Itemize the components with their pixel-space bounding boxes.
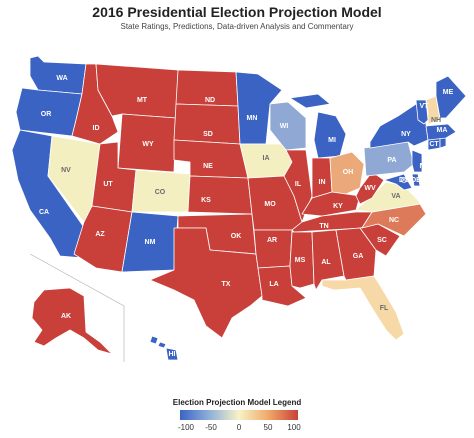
- state-de[interactable]: [411, 173, 421, 187]
- label-tn: TN: [319, 223, 328, 230]
- state-mn[interactable]: [235, 71, 283, 145]
- label-al: AL: [321, 259, 331, 266]
- legend-tick: 0: [236, 423, 242, 432]
- label-wa: WA: [56, 75, 67, 82]
- label-nm: NM: [145, 239, 156, 246]
- label-mn: MN: [247, 115, 258, 122]
- label-dc: DC: [399, 177, 409, 184]
- label-oh: OH: [343, 169, 354, 176]
- state-nh[interactable]: [425, 95, 441, 125]
- label-nc: NC: [389, 217, 399, 224]
- label-ak: AK: [61, 313, 71, 320]
- state-ri[interactable]: [439, 137, 447, 149]
- label-ut: UT: [103, 181, 113, 188]
- legend-ticks: -100 -50 0 50 100: [0, 423, 474, 435]
- legend-tick: -100: [177, 423, 195, 432]
- label-ne: NE: [203, 163, 213, 170]
- label-ms: MS: [295, 257, 306, 264]
- label-pa: PA: [387, 157, 396, 164]
- label-la: LA: [269, 281, 278, 288]
- state-hi[interactable]: [149, 335, 179, 361]
- label-vt: VT: [420, 103, 430, 110]
- label-co: CO: [155, 189, 166, 196]
- label-sd: SD: [203, 131, 213, 138]
- state-me[interactable]: [435, 75, 467, 119]
- label-mi: MI: [328, 137, 336, 144]
- legend-tick: 50: [263, 423, 273, 432]
- label-il: IL: [295, 181, 302, 188]
- state-nj[interactable]: [411, 149, 423, 173]
- state-wy[interactable]: [117, 113, 177, 173]
- map-subtitle: State Ratings, Predictions, Data-driven …: [120, 22, 354, 31]
- label-de: DE: [411, 177, 421, 184]
- state-vt[interactable]: [415, 99, 429, 125]
- label-ar: AR: [267, 237, 277, 244]
- label-id: ID: [93, 125, 100, 132]
- state-mt[interactable]: [95, 63, 179, 119]
- state-ma[interactable]: [425, 123, 457, 141]
- label-md: MD: [417, 187, 428, 194]
- legend-tick: 100: [287, 423, 301, 432]
- map-title: 2016 Presidential Election Projection Mo…: [92, 4, 382, 20]
- label-wy: WY: [142, 141, 154, 148]
- state-wi[interactable]: [269, 101, 307, 151]
- label-tx: TX: [222, 281, 231, 288]
- state-il[interactable]: [283, 149, 313, 223]
- label-wi: WI: [280, 123, 289, 130]
- label-mo: MO: [264, 201, 276, 208]
- state-sd[interactable]: [173, 103, 241, 145]
- label-or: OR: [41, 111, 52, 118]
- label-mt: MT: [137, 97, 148, 104]
- state-dc[interactable]: [401, 177, 407, 183]
- legend-title: Election Projection Model Legend: [172, 398, 302, 407]
- label-me: ME: [443, 89, 454, 96]
- legend-tick: -50: [205, 423, 217, 432]
- label-ga: GA: [353, 253, 364, 260]
- label-nj: NJ: [420, 163, 429, 170]
- state-tx[interactable]: [149, 227, 263, 339]
- state-tn[interactable]: [291, 211, 373, 233]
- label-in: IN: [319, 179, 326, 186]
- state-ny[interactable]: [369, 103, 429, 149]
- label-nd: ND: [205, 97, 215, 104]
- label-va: VA: [391, 193, 400, 200]
- state-fl[interactable]: [321, 275, 405, 341]
- label-wv: WV: [364, 185, 376, 192]
- label-ri: RI: [447, 141, 454, 148]
- label-fl: FL: [380, 305, 389, 312]
- label-ny: NY: [401, 131, 411, 138]
- state-ak[interactable]: [31, 287, 113, 355]
- state-ks[interactable]: [187, 175, 253, 215]
- label-hi: HI: [169, 351, 176, 358]
- state-ar[interactable]: [253, 229, 293, 269]
- inset-divider-ak: [29, 253, 125, 362]
- label-ca: CA: [39, 209, 49, 216]
- label-ky: KY: [333, 203, 343, 210]
- legend-color-bar: [180, 410, 298, 420]
- label-sc: SC: [377, 237, 387, 244]
- label-az: AZ: [95, 231, 105, 238]
- label-ia: IA: [263, 155, 270, 162]
- label-ma: MA: [437, 127, 448, 134]
- label-ct: CT: [429, 141, 439, 148]
- label-nv: NV: [61, 167, 71, 174]
- state-ne[interactable]: [173, 139, 249, 179]
- label-nh: NH: [431, 117, 441, 124]
- label-ks: KS: [201, 197, 211, 204]
- label-ok: OK: [231, 233, 242, 240]
